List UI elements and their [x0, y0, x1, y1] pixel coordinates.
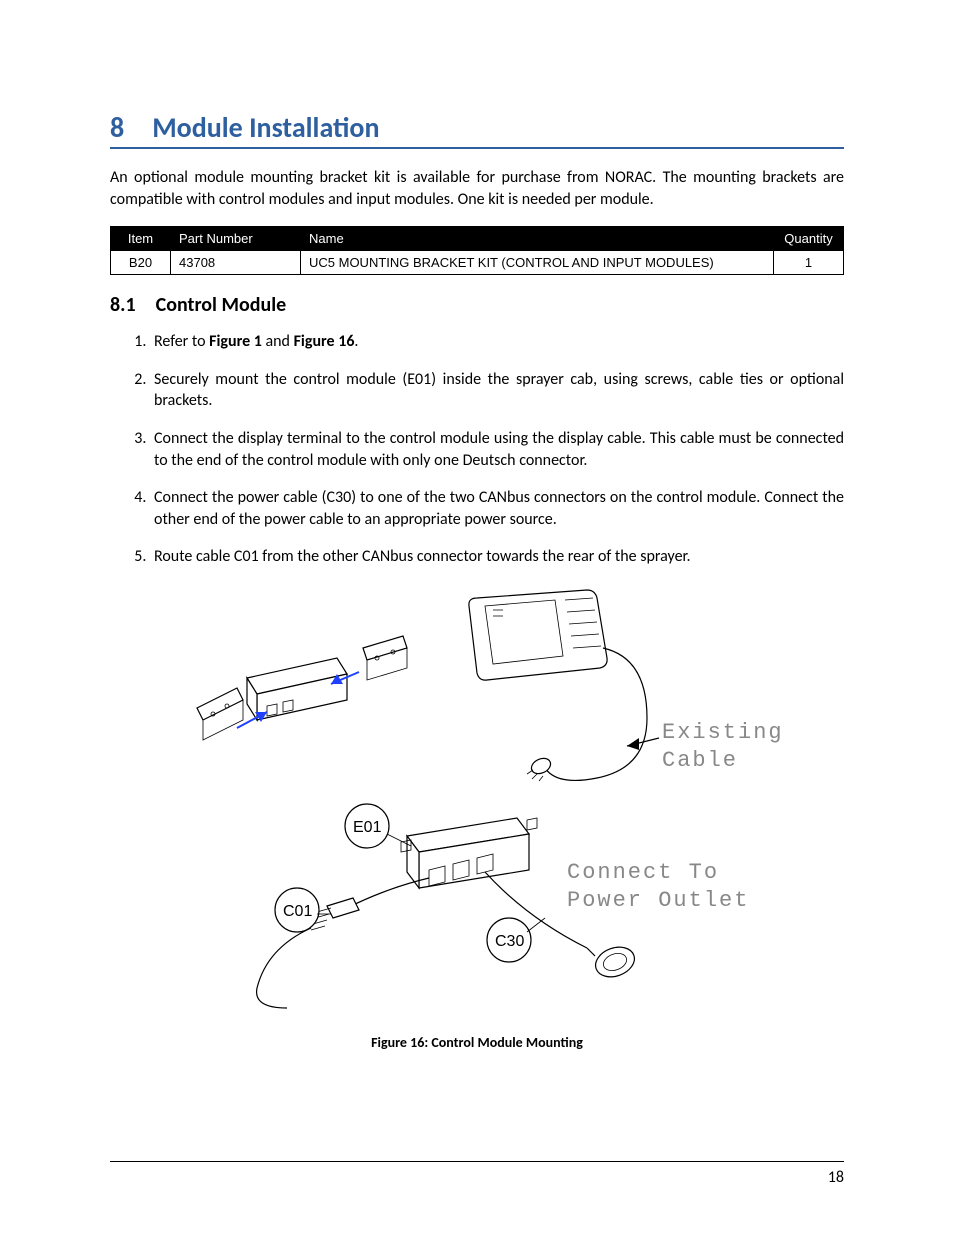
- table-row: B20 43708 UC5 MOUNTING BRACKET KIT (CONT…: [111, 251, 844, 275]
- cell-name: UC5 MOUNTING BRACKET KIT (CONTROL AND IN…: [301, 251, 774, 275]
- col-partnumber: Part Number: [171, 227, 301, 251]
- page: 8 Module Installation An optional module…: [0, 0, 954, 1235]
- control-module-mounting-diagram: Existing Cable: [167, 588, 787, 1028]
- display-monitor-icon: [469, 590, 607, 680]
- label-connect-l2: Power Outlet: [567, 888, 749, 913]
- label-e01: E01: [353, 819, 382, 836]
- control-module-e01-icon: [401, 818, 537, 888]
- col-item: Item: [111, 227, 171, 251]
- section-heading: 8 Module Installation: [110, 110, 844, 149]
- bracket-assembly-icon: [197, 636, 407, 740]
- label-existing-cable-l1: Existing: [662, 720, 784, 745]
- cell-quantity: 1: [774, 251, 844, 275]
- arrowhead-icon: [627, 738, 639, 750]
- label-existing-cable-l2: Cable: [662, 748, 738, 773]
- col-name: Name: [301, 227, 774, 251]
- col-quantity: Quantity: [774, 227, 844, 251]
- step-text: .: [354, 332, 358, 351]
- page-footer: 18: [110, 1161, 844, 1187]
- cell-item: B20: [111, 251, 171, 275]
- section-title: Module Installation: [152, 110, 379, 145]
- label-c30: C30: [495, 933, 524, 950]
- step-4: Connect the power cable (C30) to one of …: [150, 487, 844, 530]
- intro-paragraph: An optional module mounting bracket kit …: [110, 167, 844, 210]
- figure-16: Existing Cable: [110, 588, 844, 1051]
- figure-caption: Figure 16: Control Module Mounting: [371, 1034, 583, 1051]
- leader-c30: [527, 918, 545, 932]
- subsection-title: Control Module: [156, 293, 287, 317]
- subsection-heading: 8.1 Control Module: [110, 293, 844, 317]
- table-header-row: Item Part Number Name Quantity: [111, 227, 844, 251]
- step-1: Refer to Figure 1 and Figure 16.: [150, 331, 844, 353]
- subsection-number: 8.1: [110, 293, 136, 317]
- page-number: 18: [828, 1168, 844, 1187]
- cell-partnumber: 43708: [171, 251, 301, 275]
- steps-list: Refer to Figure 1 and Figure 16. Securel…: [110, 331, 844, 568]
- step-5: Route cable C01 from the other CANbus co…: [150, 546, 844, 568]
- parts-table: Item Part Number Name Quantity B20 43708…: [110, 226, 844, 275]
- label-c01: C01: [283, 903, 312, 920]
- cable-connector-icon: [527, 755, 553, 781]
- step-text: Refer to: [154, 332, 209, 351]
- section-number: 8: [110, 110, 124, 145]
- step-3: Connect the display terminal to the cont…: [150, 428, 844, 471]
- label-connect-l1: Connect To: [567, 860, 719, 885]
- step-text: and: [262, 332, 294, 351]
- step-2: Securely mount the control module (E01) …: [150, 369, 844, 412]
- figure-ref: Figure 16: [294, 332, 355, 351]
- figure-ref: Figure 1: [209, 332, 262, 351]
